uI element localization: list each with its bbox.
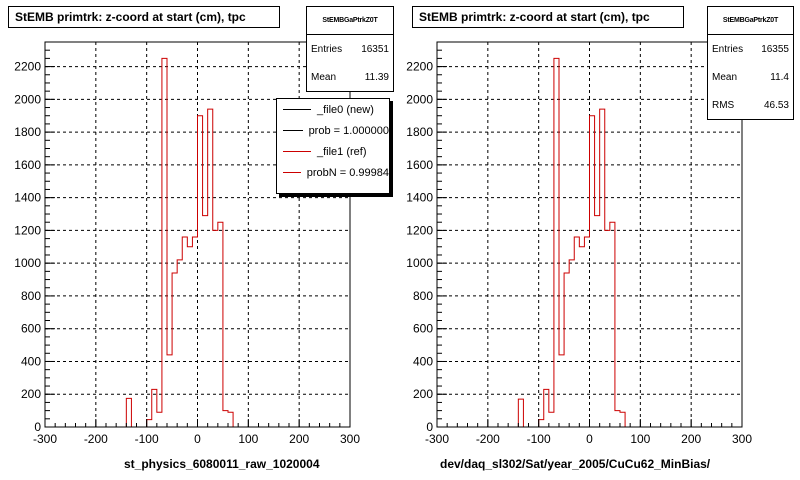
left-y-tick-label-9: 1800	[14, 125, 41, 139]
right-histogram-title: StEMB primtrk: z-coord at start (cm), tp…	[412, 6, 684, 28]
right-stats-entries-label: Entries	[712, 43, 744, 55]
right-x-axis-label: dev/daq_sl302/Sat/year_2005/CuCu62_MinBi…	[440, 457, 711, 471]
right-x-tick-label-0: -300	[425, 432, 449, 446]
left-y-tick-label-2: 400	[21, 354, 41, 368]
left-x-tick-label-0: -300	[33, 432, 57, 446]
right-x-tick-label-6: 300	[732, 432, 752, 446]
right-stats-rms-label: RMS	[712, 99, 735, 111]
left-stats-box: StEMBGaPtrkZ0T Entries 16351 Mean 11.39	[306, 6, 394, 92]
right-stats-row-entries: Entries 16355	[708, 35, 793, 63]
left-stats-mean-value: 11.39	[364, 71, 389, 83]
right-x-tick-label-4: 100	[630, 432, 650, 446]
right-stats-rms-value: 46.53	[763, 99, 789, 111]
left-stats-entries-label: Entries	[311, 43, 343, 55]
legend-entry-probn: probN = 0.99984	[277, 162, 389, 183]
right-y-tick-label-5: 1000	[406, 256, 433, 270]
left-stats-name: StEMBGaPtrkZ0T	[307, 7, 393, 35]
right-y-tick-label-0: 0	[426, 420, 433, 434]
legend-entry-file0: _file0 (new)	[277, 99, 389, 120]
legend-label-probn: probN = 0.99984	[306, 166, 389, 179]
legend-entry-prob: prob = 1.000000	[277, 120, 389, 141]
left-x-axis-label: st_physics_6080011_raw_1020004	[124, 457, 320, 471]
legend-label-file0: _file0 (new)	[317, 103, 374, 116]
right-x-tick-label-2: -100	[527, 432, 551, 446]
legend-line-probn	[283, 172, 301, 173]
right-stats-mean-label: Mean	[712, 71, 738, 83]
left-stats-mean-label: Mean	[311, 71, 337, 83]
left-x-tick-label-6: 300	[340, 432, 360, 446]
right-stats-name: StEMBGaPtrkZ0T	[708, 7, 793, 35]
right-x-tick-label-5: 200	[681, 432, 701, 446]
left-y-tick-label-0: 0	[34, 420, 41, 434]
right-histogram-svg: -300 -200 -100 0 100 200 300 0 200 400 600 800 1000 1…	[406, 41, 752, 446]
legend-line-file0	[283, 109, 311, 110]
left-histogram-pad: -300 -200 -100 0 100 200 300 0 200 400 600 800 1000 1…	[8, 6, 394, 471]
left-stats-row-entries: Entries 16351	[307, 35, 393, 63]
right-stats-entries-value: 16355	[761, 43, 789, 55]
left-x-tick-label-1: -200	[84, 432, 108, 446]
left-stats-row-mean: Mean 11.39	[307, 63, 393, 91]
right-y-tick-label-7: 1400	[406, 191, 433, 205]
left-x-tick-label-3: 0	[194, 432, 201, 446]
legend-line-prob	[283, 130, 303, 131]
right-stats-mean-value: 11.4	[770, 71, 789, 83]
left-y-tick-label-3: 600	[21, 322, 41, 336]
left-y-tick-label-11: 2200	[14, 60, 41, 74]
legend-label-prob: prob = 1.000000	[308, 124, 389, 137]
left-x-tick-label-5: 200	[289, 432, 309, 446]
legend-line-file1	[283, 151, 311, 152]
right-y-tick-label-3: 600	[413, 322, 433, 336]
left-histogram-title: StEMB primtrk: z-coord at start (cm), tp…	[8, 6, 280, 28]
left-y-tick-label-7: 1400	[14, 191, 41, 205]
right-y-tick-label-11: 2200	[406, 60, 433, 74]
left-stats-entries-value: 16351	[361, 43, 389, 55]
right-stats-box: StEMBGaPtrkZ0T Entries 16355 Mean 11.4 R…	[707, 6, 794, 120]
legend-entry-file1: _file1 (ref)	[277, 141, 389, 162]
right-y-tick-label-8: 1600	[406, 158, 433, 172]
right-stats-row-mean: Mean 11.4	[708, 63, 793, 91]
right-y-tick-label-6: 1200	[406, 223, 433, 237]
left-y-tick-label-5: 1000	[14, 256, 41, 270]
left-x-tick-label-2: -100	[135, 432, 159, 446]
right-x-tick-label-1: -200	[476, 432, 500, 446]
left-y-tick-label-8: 1600	[14, 158, 41, 172]
right-y-tick-label-4: 800	[413, 289, 433, 303]
right-y-tick-label-2: 400	[413, 354, 433, 368]
left-x-tick-label-4: 100	[238, 432, 258, 446]
right-y-tick-label-10: 2000	[406, 92, 433, 106]
left-y-tick-label-1: 200	[21, 387, 41, 401]
left-y-tick-label-4: 800	[21, 289, 41, 303]
right-histogram-pad: -300 -200 -100 0 100 200 300 0 200 400 600 800 1000 1…	[400, 0, 800, 480]
left-y-tick-label-6: 1200	[14, 223, 41, 237]
left-y-tick-label-10: 2000	[14, 92, 41, 106]
legend-label-file1: _file1 (ref)	[317, 145, 367, 158]
right-x-tick-label-3: 0	[586, 432, 593, 446]
right-y-tick-label-1: 200	[413, 387, 433, 401]
right-y-tick-label-9: 1800	[406, 125, 433, 139]
right-stats-row-rms: RMS 46.53	[708, 91, 793, 119]
left-legend: _file0 (new) prob = 1.000000 _file1 (ref…	[276, 98, 390, 194]
